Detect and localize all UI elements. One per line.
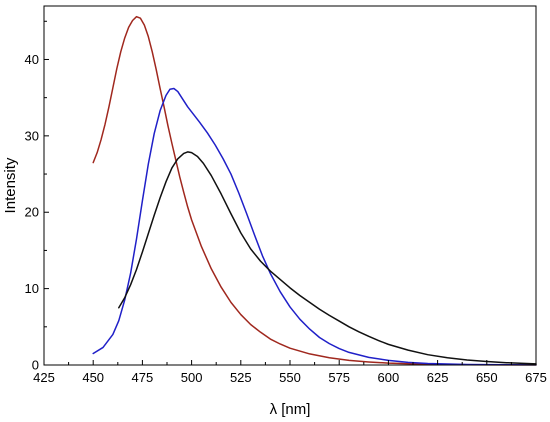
x-axis-title: λ [nm]: [270, 401, 311, 418]
plot-frame: [43, 5, 537, 366]
x-tick-label: 650: [476, 370, 498, 385]
x-tick-label: 675: [525, 370, 547, 385]
y-tick-label: 20: [25, 205, 39, 220]
y-tick-label: 0: [32, 358, 39, 373]
series-layer: [92, 15, 537, 366]
labels-layer: 425 450 475 500 525 550 575 600 625 650 675 0 10 20 30…: [25, 52, 547, 385]
y-axis-title: Intensity: [2, 157, 19, 213]
y-tick-label: 30: [25, 128, 39, 143]
x-tick-label: 575: [328, 370, 350, 385]
ticks-layer: [43, 20, 537, 366]
x-tick-label: 525: [230, 370, 252, 385]
x-tick-label: 550: [279, 370, 301, 385]
x-tick-label: 625: [427, 370, 449, 385]
series-line-1: [92, 15, 537, 366]
series-line-2: [92, 87, 537, 366]
x-tick-label: 475: [132, 370, 154, 385]
x-tick-label: 425: [33, 370, 55, 385]
x-tick-label: 450: [82, 370, 104, 385]
series-line-3: [118, 151, 537, 365]
y-tick-label: 10: [25, 281, 39, 296]
y-tick-label: 40: [25, 52, 39, 67]
x-tick-label: 600: [378, 370, 400, 385]
x-tick-label: 500: [181, 370, 203, 385]
